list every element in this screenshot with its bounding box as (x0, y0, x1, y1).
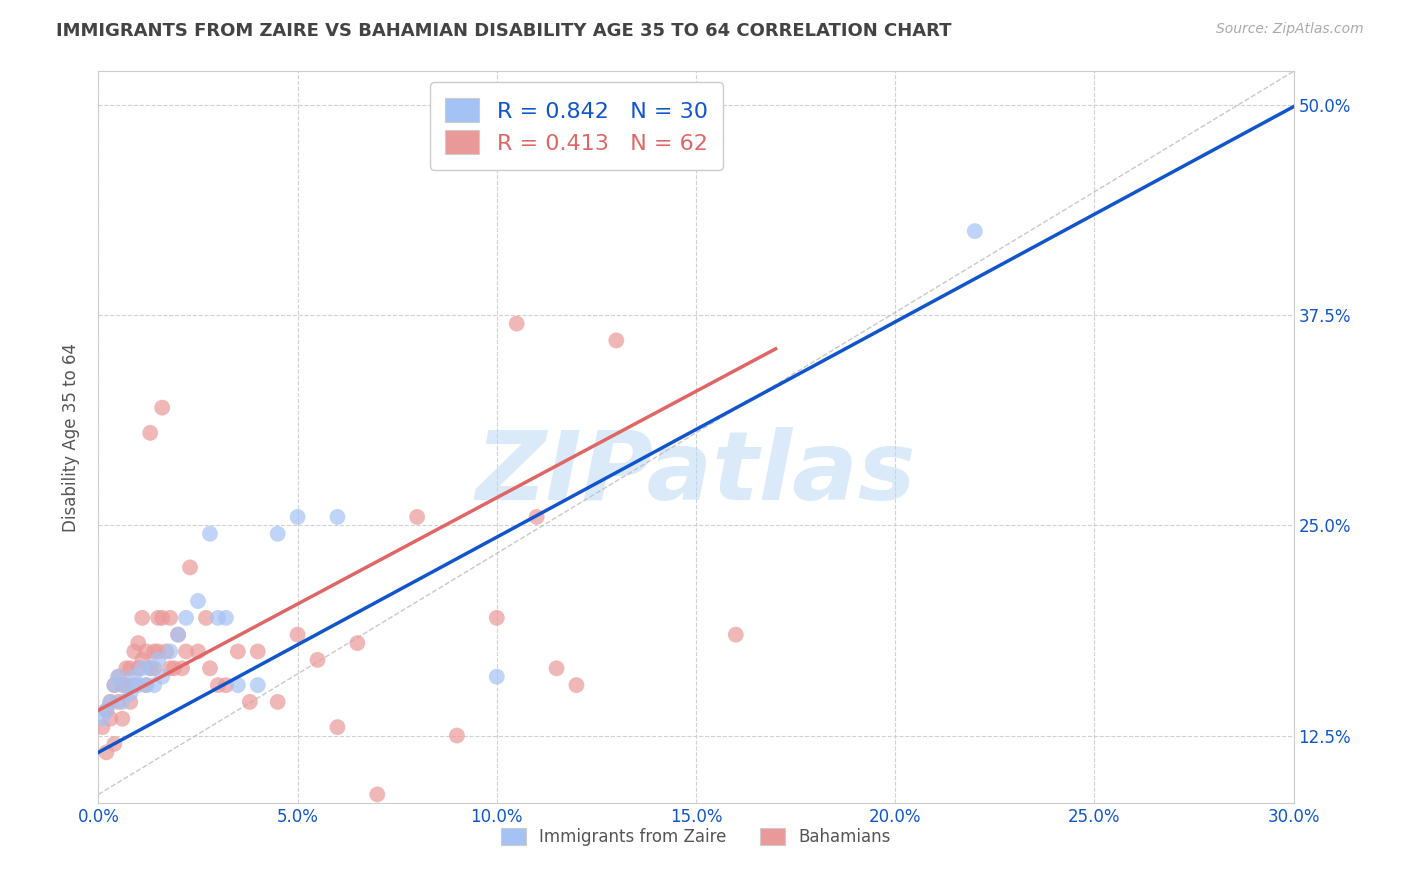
Point (111, 712, 134, 726)
Point (120, 695, 142, 709)
Point (98, 695, 122, 709)
Point (143, 678, 166, 692)
Point (215, 678, 238, 692)
Point (167, 627, 190, 641)
Point (565, 678, 588, 692)
Point (346, 636, 368, 650)
Point (195, 611, 218, 625)
Point (96, 703, 118, 717)
Point (135, 678, 157, 692)
Point (163, 661, 186, 675)
Point (267, 526, 290, 541)
Point (239, 695, 262, 709)
Point (963, 224, 986, 238)
Point (98, 695, 122, 709)
Point (131, 653, 153, 667)
Point (167, 627, 190, 641)
Point (148, 611, 170, 625)
Point (326, 720, 349, 734)
Point (124, 644, 146, 658)
Point (159, 644, 181, 658)
Point (187, 644, 209, 658)
Point (127, 636, 149, 650)
Point (131, 661, 153, 675)
Point (96, 703, 118, 717)
Point (526, 510, 548, 524)
Point (198, 526, 221, 541)
Point (150, 670, 173, 684)
Point (143, 661, 166, 675)
Text: ZIPatlas: ZIPatlas (475, 427, 917, 520)
Point (174, 644, 197, 658)
Point (215, 611, 238, 625)
Point (187, 594, 209, 608)
Point (446, 729, 468, 743)
Y-axis label: Disability Age 35 to 64: Disability Age 35 to 64 (62, 343, 80, 532)
Point (111, 678, 134, 692)
Point (159, 611, 181, 625)
Point (115, 678, 138, 692)
Point (172, 661, 194, 675)
Point (143, 644, 166, 658)
Point (115, 661, 138, 675)
Point (124, 678, 146, 692)
Point (120, 686, 142, 700)
Point (148, 644, 170, 658)
Point (127, 678, 149, 692)
Point (724, 627, 747, 641)
Point (226, 644, 249, 658)
Point (124, 670, 146, 684)
Point (115, 678, 138, 692)
Point (139, 661, 162, 675)
Point (131, 611, 153, 625)
Point (179, 560, 201, 574)
Point (198, 661, 221, 675)
Point (148, 653, 170, 667)
Point (174, 611, 197, 625)
Point (366, 788, 388, 802)
Point (91, 712, 114, 726)
Point (150, 401, 173, 415)
Point (246, 644, 269, 658)
Point (98, 712, 122, 726)
Point (107, 670, 129, 684)
Text: Source: ZipAtlas.com: Source: ZipAtlas.com (1216, 22, 1364, 37)
Point (91, 720, 114, 734)
Point (111, 695, 134, 709)
Point (246, 678, 269, 692)
Text: IMMIGRANTS FROM ZAIRE VS BAHAMIAN DISABILITY AGE 35 TO 64 CORRELATION CHART: IMMIGRANTS FROM ZAIRE VS BAHAMIAN DISABI… (56, 22, 952, 40)
Point (107, 670, 129, 684)
Point (287, 627, 309, 641)
Point (485, 670, 508, 684)
Point (159, 661, 181, 675)
Point (107, 695, 129, 709)
Point (103, 678, 125, 692)
Point (135, 678, 157, 692)
Point (485, 611, 508, 625)
Point (267, 695, 290, 709)
Legend: Immigrants from Zaire, Bahamians: Immigrants from Zaire, Bahamians (495, 822, 897, 853)
Point (103, 737, 125, 751)
Point (207, 678, 229, 692)
Point (139, 425, 162, 440)
Point (307, 653, 329, 667)
Point (150, 611, 173, 625)
Point (326, 510, 349, 524)
Point (406, 510, 429, 524)
Point (506, 317, 529, 331)
Point (127, 661, 149, 675)
Point (226, 678, 249, 692)
Point (135, 644, 157, 658)
Point (287, 510, 309, 524)
Point (96, 745, 118, 759)
Point (546, 661, 568, 675)
Point (605, 334, 627, 348)
Point (103, 678, 125, 692)
Point (120, 661, 142, 675)
Point (207, 611, 229, 625)
Point (155, 644, 177, 658)
Point (139, 661, 162, 675)
